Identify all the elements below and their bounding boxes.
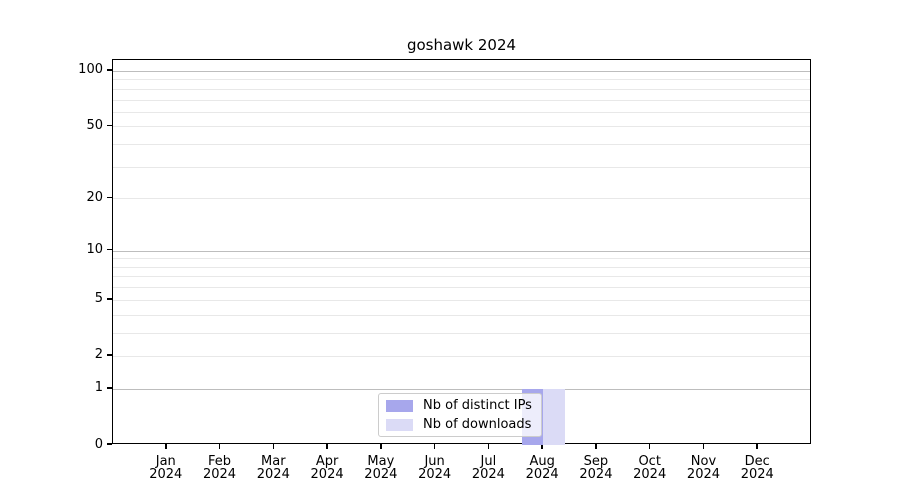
gridline-y-4	[113, 314, 810, 316]
x-tick-feb	[218, 444, 221, 449]
legend-swatch-downloads	[386, 418, 413, 431]
x-tick-label-feb: Feb 2024	[202, 454, 237, 482]
x-tick-jul	[487, 444, 490, 449]
y-tick-0	[107, 443, 112, 445]
gridline-y-7	[113, 276, 810, 278]
legend-label-distinct-ips: Nb of distinct IPs	[423, 398, 532, 413]
gridline-y-50	[113, 126, 810, 128]
y-tick-10	[107, 248, 112, 251]
x-tick-sep	[595, 444, 597, 449]
gridline-y-6	[113, 287, 810, 289]
x-tick-label-may: May 2024	[364, 454, 398, 482]
y-tick-label-20: 20	[86, 189, 103, 205]
x-tick-label-aug: Aug 2024	[525, 454, 559, 482]
gridline-y-1	[113, 388, 810, 390]
x-tick-label-jan: Jan 2024	[149, 454, 183, 482]
gridline-y-8	[113, 266, 810, 268]
gridline-y-80	[113, 88, 810, 90]
x-tick-may	[380, 444, 382, 449]
x-tick-label-nov: Nov 2024	[686, 454, 721, 482]
legend-swatch-distinct-ips	[386, 399, 413, 412]
gridline-y-90	[113, 79, 810, 81]
y-tick-2	[107, 354, 112, 356]
y-tick-label-0: 0	[94, 436, 103, 452]
x-tick-dec	[756, 444, 758, 449]
x-tick-label-sep: Sep 2024	[579, 454, 613, 482]
gridline-y-5	[113, 299, 810, 301]
x-tick-label-apr: Apr 2024	[310, 454, 344, 482]
y-tick-label-10: 10	[86, 242, 103, 258]
x-tick-nov	[702, 444, 705, 449]
x-tick-label-mar: Mar 2024	[256, 454, 290, 482]
bar-nb-of-downloads-aug	[543, 388, 565, 445]
y-tick-label-2: 2	[94, 347, 103, 363]
gridline-y-10	[113, 250, 810, 252]
y-tick-100	[107, 69, 112, 71]
gridline-y-60	[113, 111, 810, 113]
legend-label-downloads: Nb of downloads	[423, 417, 532, 432]
y-tick-label-1: 1	[94, 380, 103, 396]
x-tick-oct	[648, 444, 651, 449]
legend-item-downloads: Nb of downloads	[386, 415, 532, 434]
x-tick-label-jun: Jun 2024	[418, 454, 452, 482]
gridline-y-40	[113, 144, 810, 146]
y-tick-50	[107, 124, 112, 127]
y-tick-1	[107, 387, 112, 389]
legend: Nb of distinct IPs Nb of downloads	[378, 393, 542, 437]
y-tick-label-5: 5	[94, 291, 103, 307]
gridline-y-20	[113, 198, 810, 200]
x-tick-mar	[272, 444, 275, 449]
x-tick-label-oct: Oct 2024	[633, 454, 667, 482]
gridline-y-100	[113, 70, 810, 72]
x-tick-jan	[165, 444, 167, 449]
x-tick-aug	[541, 444, 543, 449]
plot-area: Nb of distinct IPs Nb of downloads	[112, 59, 811, 445]
x-tick-label-jul: Jul 2024	[471, 454, 505, 482]
y-tick-label-50: 50	[86, 117, 103, 133]
chart-title: goshawk 2024	[406, 36, 517, 54]
x-tick-label-dec: Dec 2024	[740, 454, 774, 482]
gridline-y-2	[113, 355, 810, 357]
gridline-y-30	[113, 166, 810, 168]
legend-item-distinct-ips: Nb of distinct IPs	[386, 396, 532, 415]
y-tick-20	[107, 196, 112, 199]
x-tick-jun	[433, 444, 436, 449]
gridline-y-70	[113, 99, 810, 101]
x-tick-apr	[326, 444, 328, 449]
y-tick-5	[107, 298, 112, 300]
gridline-y-9	[113, 258, 810, 260]
y-tick-label-100: 100	[78, 62, 103, 78]
gridline-y-3	[113, 332, 810, 334]
